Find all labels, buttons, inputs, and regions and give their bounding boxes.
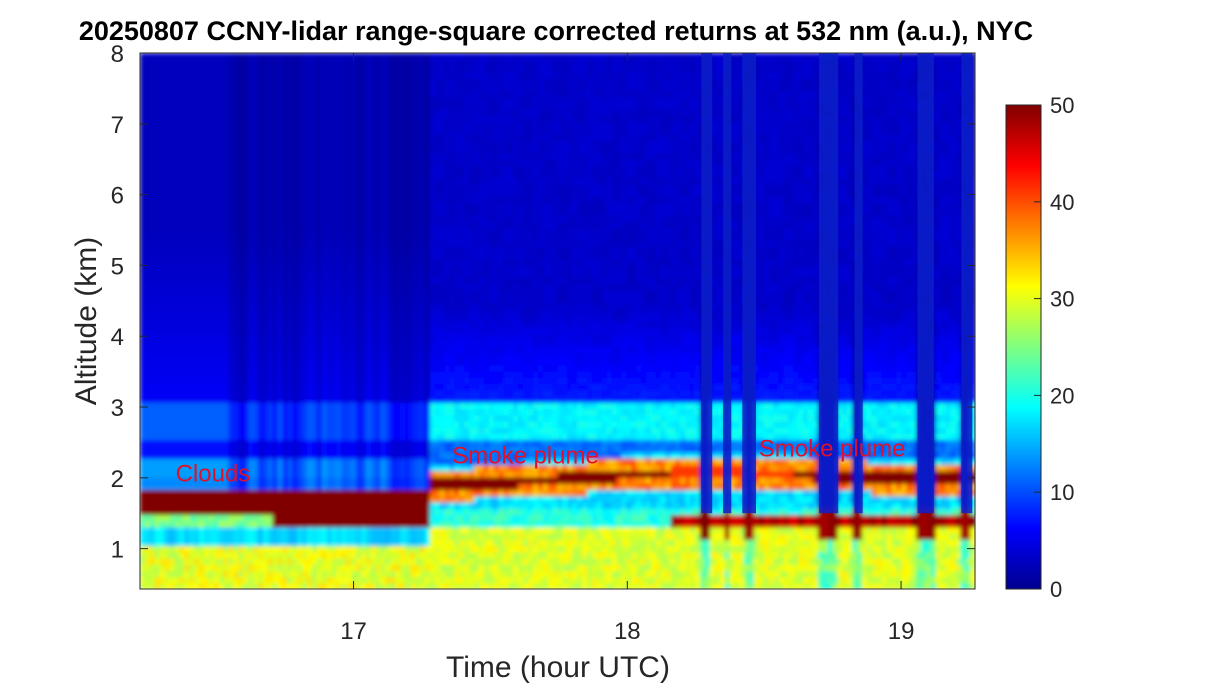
chart-title: 20250807 CCNY-lidar range-square correct…: [79, 16, 1033, 46]
signal-gap-column: [701, 53, 713, 514]
signal-gap-column: [917, 53, 934, 514]
y-tick-label: 8: [111, 41, 124, 68]
colorbar-tick-label: 30: [1050, 287, 1074, 312]
signal-gap-column: [742, 53, 756, 514]
y-tick-label: 6: [111, 183, 124, 210]
colorbar-tick-label: 10: [1050, 480, 1074, 505]
colorbar-ticks: 0 10 20 30 40 50: [1034, 93, 1074, 602]
signal-gap-column: [819, 53, 839, 514]
y-axis: 1 2 3 4 5 6 7 8: [111, 41, 975, 564]
x-axis: 17 18 19: [340, 53, 914, 645]
colorbar-gradient: [1005, 104, 1042, 590]
signal-gap-column: [961, 53, 973, 514]
colorbar-tick-label: 50: [1050, 93, 1074, 118]
x-axis-label: Time (hour UTC): [446, 651, 670, 684]
signal-gap-column: [854, 53, 863, 514]
x-tick-label: 17: [340, 618, 367, 645]
colorbar: 0 10 20 30 40 50: [1005, 93, 1074, 602]
plot-frame: [139, 52, 976, 590]
x-tick-label: 19: [888, 618, 915, 645]
colorbar-tick-label: 20: [1050, 383, 1074, 408]
heatmap-area: [140, 53, 975, 589]
y-axis-label: Altitude (km): [70, 237, 103, 405]
y-tick-label: 1: [111, 537, 124, 564]
signal-gap-column: [723, 53, 732, 514]
annotations: Clouds Smoke plume Smoke plume: [176, 436, 906, 488]
x-tick-label: 18: [614, 618, 641, 645]
y-tick-label: 7: [111, 112, 124, 139]
y-tick-label: 2: [111, 466, 124, 493]
colorbar-tick-label: 0: [1050, 577, 1062, 602]
annotation-label: Smoke plume: [759, 436, 906, 463]
y-tick-label: 5: [111, 253, 124, 280]
y-tick-label: 4: [111, 324, 124, 351]
y-tick-label: 3: [111, 395, 124, 422]
annotation-label: Clouds: [176, 460, 251, 487]
annotation-label: Smoke plume: [452, 443, 599, 470]
colorbar-tick-label: 40: [1050, 190, 1074, 215]
